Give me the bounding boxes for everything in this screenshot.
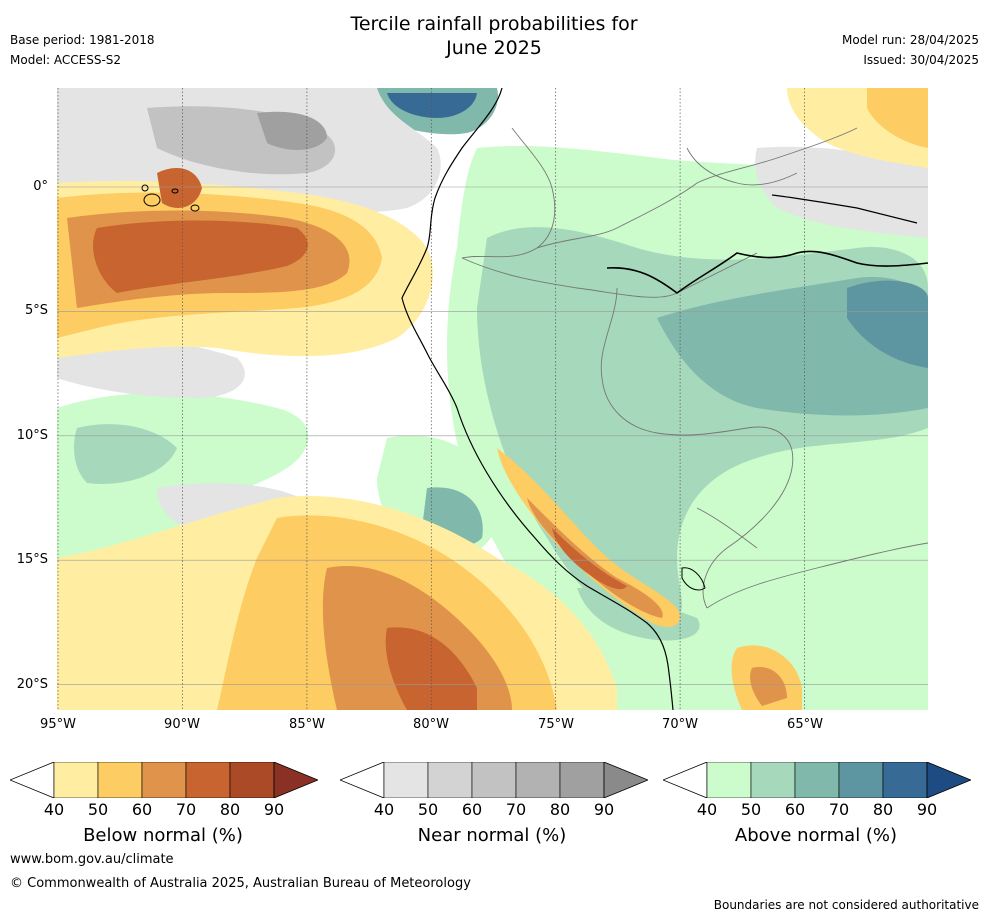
below-colorbar-bin-70 [185,762,231,798]
above-colorbar-bin-50 [750,762,796,798]
near-colorbar-bin-60 [471,762,517,798]
near-colorbar-high-end [603,762,648,798]
lon-label-65w: 65°W [787,717,823,732]
model-run: Model run: 28/04/2025 [841,33,979,47]
above-tick-70: 70 [828,800,850,819]
above-normal-label: Above normal (%) [734,825,898,846]
below-region-peru-coast [497,448,681,628]
above-tick-80: 80 [872,800,894,819]
above-colorbar-bin-60 [794,762,840,798]
above-normal-colorbar [663,762,971,798]
lon-label-80w: 80°W [413,717,449,732]
title-line-2: June 2025 [446,37,542,59]
below-region-south-pacific-core [385,627,477,710]
graticule [57,186,928,685]
galapagos-islands [141,184,200,212]
near-normal-colorbar [340,762,648,798]
near-tick-60: 60 [461,800,483,819]
below-colorbar-low-end [10,762,55,798]
above-tick-90: 90 [916,800,938,819]
website-link[interactable]: www.bom.gov.au/climate [10,852,174,867]
near-colorbar-bin-70 [515,762,561,798]
above-colorbar-bin-70 [838,762,884,798]
lat-label-20s: 20°S [16,677,48,692]
below-region-south-east-core [750,667,787,706]
below-region-north-east-core [867,88,928,148]
map-title: Tercile rainfall probabilities for June … [0,12,988,60]
above-colorbar-high-end [926,762,971,798]
below-colorbar-bin-80 [229,762,275,798]
lon-label-75w: 75°W [538,717,574,732]
country-borders [461,127,928,609]
coastline [401,88,674,710]
below-colorbar-high-end [273,762,318,798]
copyright-notice: © Commonwealth of Australia 2025, Austra… [10,876,471,891]
below-region-equatorial-core [93,220,308,293]
near-tick-40: 40 [373,800,395,819]
above-region-east-core [847,280,928,368]
amazon-river [606,250,928,294]
lake-titicaca [681,567,706,591]
lat-label-10s: 10°S [16,428,48,443]
below-tick-50: 50 [87,800,109,819]
below-region-peru-coast-inner [527,498,663,618]
boundary-disclaimer: Boundaries are not considered authoritat… [713,898,979,912]
near-colorbar-bin-40 [383,762,429,798]
above-tick-40: 40 [696,800,718,819]
below-tick-40: 40 [43,800,65,819]
near-normal-label: Near normal (%) [417,825,567,846]
near-tick-70: 70 [505,800,527,819]
lat-label-15s: 15°S [16,552,48,567]
near-region-north-west-core [257,111,327,150]
below-normal-label: Below normal (%) [83,825,243,846]
below-tick-60: 60 [131,800,153,819]
below-colorbar-bin-40 [53,762,99,798]
below-colorbar-bin-50 [97,762,143,798]
base-period: Base period: 1981-2018 [10,33,155,47]
model-name: Model: ACCESS-S2 [10,53,122,67]
above-colorbar-bin-40 [706,762,752,798]
title-line-1: Tercile rainfall probabilities for [350,13,638,35]
lat-label-0: 0° [33,179,48,194]
below-tick-70: 70 [175,800,197,819]
lat-label-5s: 5°S [24,303,48,318]
below-tick-90: 90 [263,800,285,819]
near-colorbar-low-end [340,762,385,798]
near-colorbar-bin-50 [427,762,473,798]
lon-label-70w: 70°W [662,717,698,732]
below-region-peru-coast-core [552,528,627,590]
above-tick-50: 50 [740,800,762,819]
meta-left: Base period: 1981-2018 Model: ACCESS-S2 [10,30,155,70]
below-colorbar-bin-60 [141,762,187,798]
lon-label-85w: 85°W [289,717,325,732]
above-colorbar-bin-80 [882,762,928,798]
near-tick-50: 50 [417,800,439,819]
above-colorbar-low-end [663,762,708,798]
near-tick-80: 80 [549,800,571,819]
below-region-galapagos-core [157,168,202,208]
above-region-north-core [387,93,477,118]
amazon-tributary [771,194,918,224]
lon-label-95w: 95°W [40,717,76,732]
meridians [57,88,805,710]
below-normal-colorbar [10,762,318,798]
below-tick-80: 80 [219,800,241,819]
below-normal-regions [57,88,928,710]
meta-right: Model run: 28/04/2025 Issued: 30/04/2025 [842,30,979,70]
issued-date: Issued: 30/04/2025 [863,53,979,67]
near-colorbar-bin-80 [559,762,605,798]
above-region-pacific-2 [74,424,177,484]
above-tick-60: 60 [784,800,806,819]
near-tick-90: 90 [593,800,615,819]
lon-label-90w: 90°W [164,717,200,732]
probability-map [57,88,928,710]
